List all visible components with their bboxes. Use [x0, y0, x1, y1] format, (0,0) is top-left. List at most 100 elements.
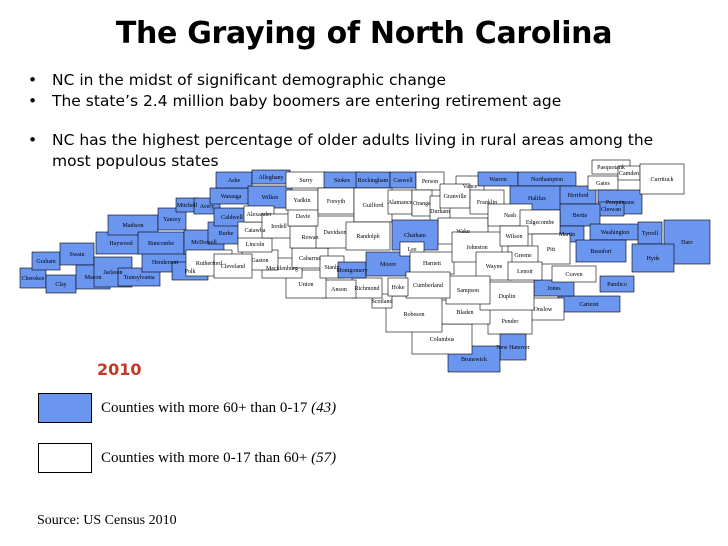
county-label-onslow: Onslow	[534, 307, 553, 313]
county-label-burke: Burke	[219, 231, 234, 237]
legend-year: 2010	[97, 360, 142, 379]
county-label-montgomery: Montgomery	[336, 268, 367, 274]
county-label-person: Person	[422, 179, 438, 185]
county-label-mcdowell: McDowell	[191, 240, 217, 246]
county-label-johnston: Johnston	[466, 245, 487, 251]
county-label-northampton: Northampton	[531, 177, 563, 183]
county-label-clay: Clay	[55, 282, 66, 288]
county-cleveland	[213, 253, 253, 279]
county-label-beaufort: Beaufort	[591, 248, 612, 255]
county-label-hoke: Hoke	[392, 285, 405, 291]
county-guilford	[353, 187, 393, 223]
county-label-macon: Macon	[85, 275, 102, 281]
county-label-pasquotank: Pasquotank	[597, 165, 625, 171]
county-label-wake: Wake	[456, 229, 470, 235]
county-label-sampson: Sampson	[457, 288, 479, 294]
county-label-rockingham: Rockingham	[358, 178, 389, 184]
county-label-transylvania: Transylvania	[123, 275, 154, 281]
bullet-item: NC in the midst of significant demograph…	[26, 70, 676, 91]
county-label-harnett: Harnett	[423, 261, 441, 267]
county-hoke	[387, 277, 409, 297]
county-label-alleghany: Alleghany	[259, 175, 284, 181]
county-label-carteret: Carteret	[579, 302, 599, 308]
county-label-watauga: Watauga	[221, 194, 242, 200]
county-label-lee: Lee	[408, 247, 417, 253]
county-label-avery: Avery	[200, 204, 215, 210]
county-label-cherokee: Cherokee	[22, 276, 45, 282]
county-currituck	[639, 163, 685, 195]
county-label-cleveland: Cleveland	[221, 264, 245, 270]
county-label-scotland: Scotland	[372, 299, 393, 305]
county-label-davie: Davie	[296, 214, 311, 220]
bullet-item: The state’s 2.4 million baby boomers are…	[26, 91, 676, 112]
county-label-stanly: Stanly	[324, 265, 339, 271]
county-label-camden: Camden	[619, 171, 639, 177]
county-label-rowan: Rowan	[302, 235, 319, 241]
legend-swatch-older	[38, 393, 92, 423]
county-pamlico	[599, 275, 635, 293]
county-lenoir	[507, 261, 543, 281]
county-label-robeson: Robeson	[404, 312, 425, 318]
county-label-henderson: Henderson	[152, 260, 178, 266]
county-label-brunswick: Brunswick	[461, 357, 487, 363]
county-label-swain: Swain	[70, 252, 85, 258]
county-label-craven: Craven	[565, 272, 582, 278]
county-label-granville: Granville	[444, 194, 467, 200]
county-randolph	[345, 221, 391, 251]
county-label-perquimans: Perquimans	[606, 200, 635, 206]
county-label-duplin: Duplin	[499, 294, 516, 300]
county-label-halifax: Halifax	[528, 195, 546, 202]
county-label-vance: Vance	[463, 184, 478, 190]
legend-label-younger: Counties with more 0-17 than 60+ (57)	[101, 449, 337, 466]
county-craven	[551, 265, 597, 283]
county-label-greene: Greene	[514, 253, 532, 259]
county-label-madison: Madison	[123, 223, 144, 229]
county-label-surry: Surry	[299, 178, 312, 184]
county-label-jones: Jones	[547, 286, 561, 292]
bullet-list: NC in the midst of significant demograph…	[26, 70, 676, 172]
county-transylvania	[117, 267, 161, 287]
county-label-randolph: Randolph	[356, 234, 379, 240]
county-robeson	[385, 295, 443, 333]
county-label-cabarrus: Cabarrus	[299, 256, 321, 262]
county-label-iredell: Iredell	[271, 224, 287, 230]
county-label-bladen: Bladen	[457, 310, 474, 316]
county-label-hyde: Hyde	[647, 256, 660, 262]
county-label-pitt: Pitt	[547, 247, 556, 253]
county-label-rutherford: Rutherford	[196, 260, 222, 267]
county-layer	[19, 159, 711, 373]
county-label-alamance: Alamance	[388, 200, 413, 206]
legend-row-older: Counties with more 60+ than 0-17 (43)	[38, 393, 336, 423]
county-label-currituck: Currituck	[651, 177, 674, 183]
county-label-caswell: Caswell	[393, 178, 413, 184]
county-label-pamlico: Pamlico	[607, 282, 627, 288]
county-label-union: Union	[299, 282, 314, 288]
county-label-stokes: Stokes	[334, 178, 351, 184]
county-label-washington: Washington	[601, 230, 630, 236]
county-beaufort	[575, 239, 627, 263]
county-label-forsyth: Forsyth	[327, 199, 345, 205]
legend-swatch-younger	[38, 443, 92, 473]
county-label-mitchell: Mitchell	[177, 203, 198, 209]
county-label-guilford: Guilford	[363, 202, 384, 209]
county-label-wilkes: Wilkes	[262, 195, 279, 201]
legend-row-younger: Counties with more 0-17 than 60+ (57)	[38, 443, 336, 473]
county-label-haywood: Haywood	[109, 241, 132, 247]
county-label-yadkin: Yadkin	[293, 198, 310, 204]
county-label-jackson: Jackson	[104, 270, 123, 276]
county-label-gates: Gates	[596, 181, 610, 187]
county-label-new-hanover: New Hanover	[496, 345, 530, 351]
county-label-anson: Anson	[331, 287, 347, 293]
county-label-hertford: Hertford	[568, 192, 589, 199]
county-label-pender: Pender	[502, 319, 519, 325]
county-hyde	[631, 243, 675, 273]
county-label-lincoln: Lincoln	[246, 242, 265, 248]
county-label-davidson: Davidson	[324, 230, 347, 236]
county-label-orange: Orange	[413, 201, 431, 207]
county-label-polk: Polk	[184, 269, 195, 275]
county-label-graham: Graham	[36, 259, 56, 265]
county-label-cumberland: Cumberland	[413, 283, 443, 289]
county-label-durham: Durham	[430, 209, 450, 215]
